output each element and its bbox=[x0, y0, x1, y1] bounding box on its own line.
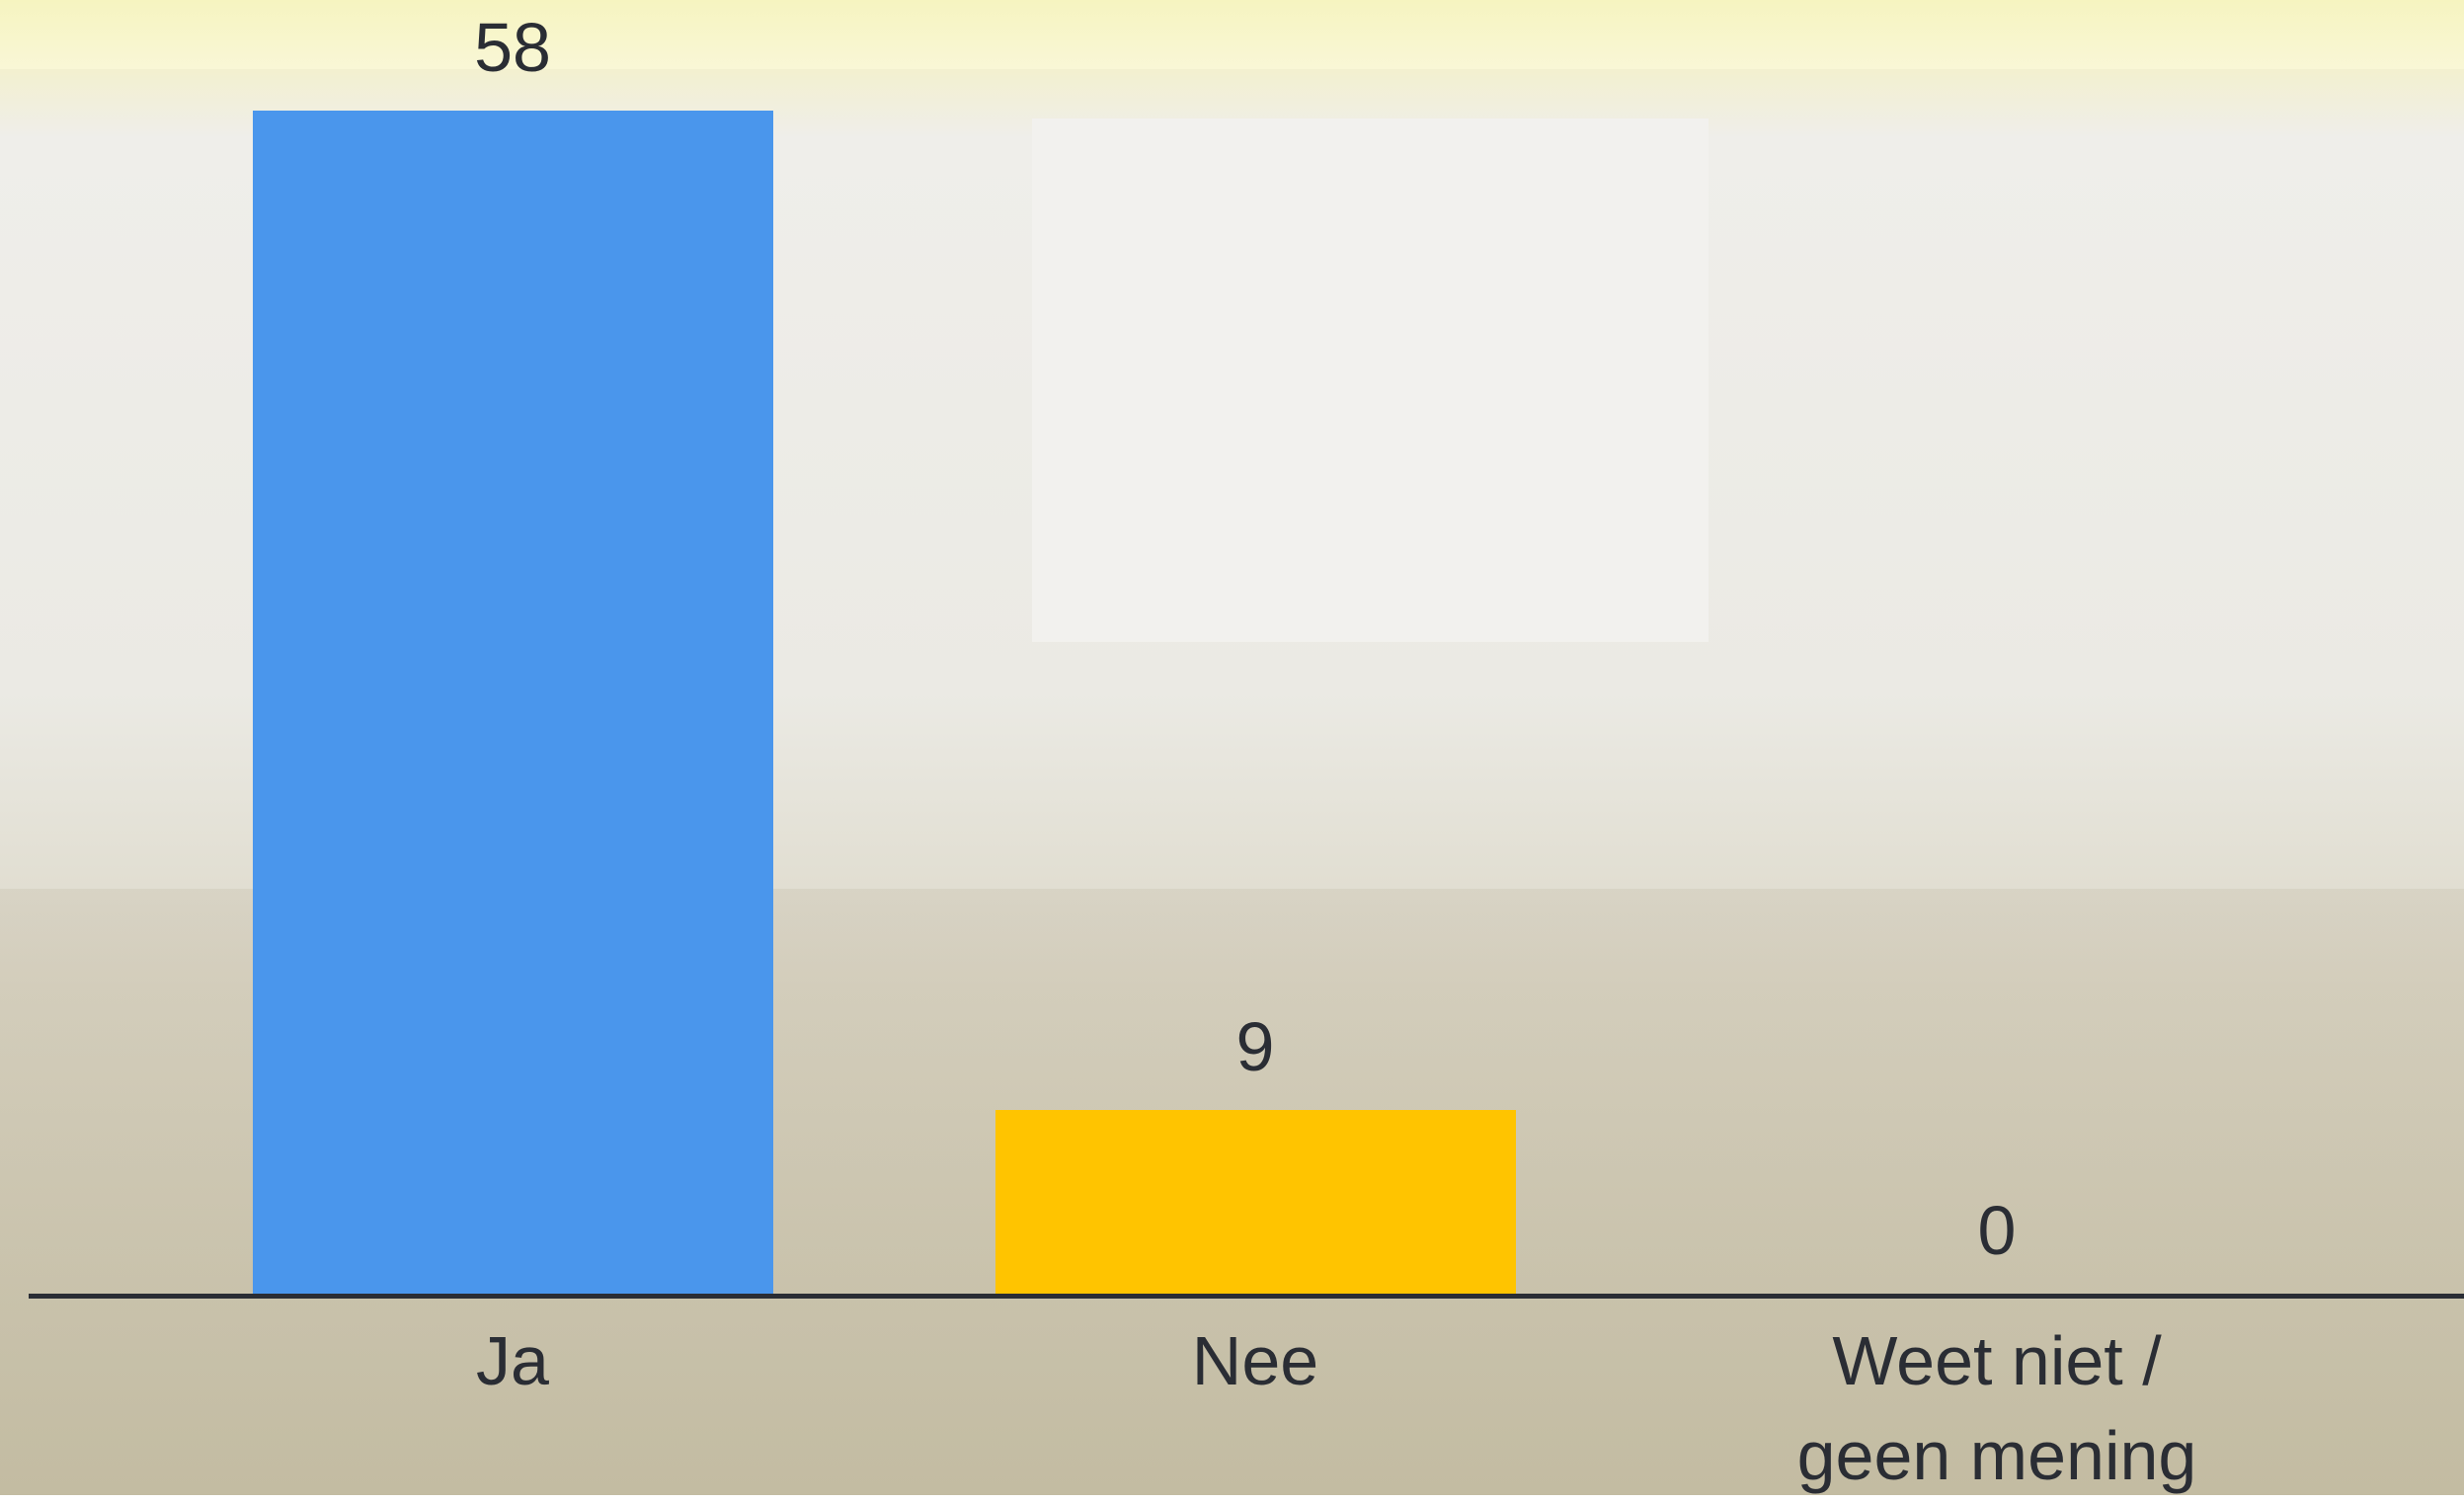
value-label: 0 bbox=[1977, 1192, 2017, 1269]
baseline bbox=[29, 1294, 2464, 1299]
value-label: 58 bbox=[474, 9, 551, 86]
category-label: Ja bbox=[476, 1322, 549, 1399]
value-label: 9 bbox=[1235, 1008, 1275, 1086]
category-label: Nee bbox=[1191, 1322, 1319, 1399]
stage-screen bbox=[1032, 119, 1709, 642]
ceiling-light bbox=[0, 0, 2464, 69]
bar bbox=[994, 1110, 1516, 1294]
bar bbox=[252, 111, 773, 1294]
category-label: Weet niet / geen mening bbox=[1796, 1322, 2197, 1494]
